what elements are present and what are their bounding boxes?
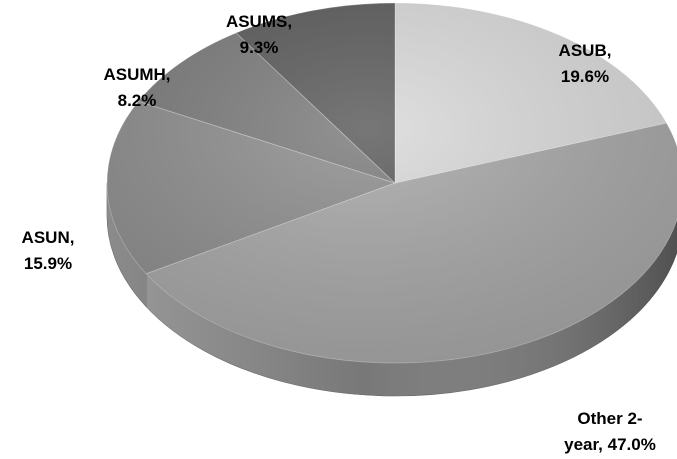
data-label-asums: ASUMS, 9.3% [226,12,292,57]
data-label-other-2-year-line2: year, 47.0% [564,435,656,454]
pie-side-shading [107,183,677,396]
pie-top-faces [106,2,677,364]
data-label-other-2-year: Other 2- year, 47.0% [564,409,656,454]
data-label-other-2-year-line1: Other 2- [577,409,642,428]
pie-top-shading [107,3,677,363]
data-label-asumh-line1: ASUMH, [103,65,170,84]
data-label-asun: ASUN, 15.9% [22,228,75,273]
data-label-asun-line1: ASUN, [22,228,75,247]
data-label-asums-line2: 9.3% [240,38,279,57]
data-label-asums-line1: ASUMS, [226,12,292,31]
data-label-asun-line2: 15.9% [24,254,72,273]
data-label-asumh: ASUMH, 8.2% [103,65,170,110]
data-label-asub: ASUB, 19.6% [559,41,612,86]
data-label-asub-line2: 19.6% [561,67,609,86]
data-label-asumh-line2: 8.2% [118,91,157,110]
pie-data-labels: ASUB, 19.6%Other 2-year, 47.0%ASUN, 15.9%A… [22,12,656,454]
data-label-asub-line1: ASUB, [559,41,612,60]
